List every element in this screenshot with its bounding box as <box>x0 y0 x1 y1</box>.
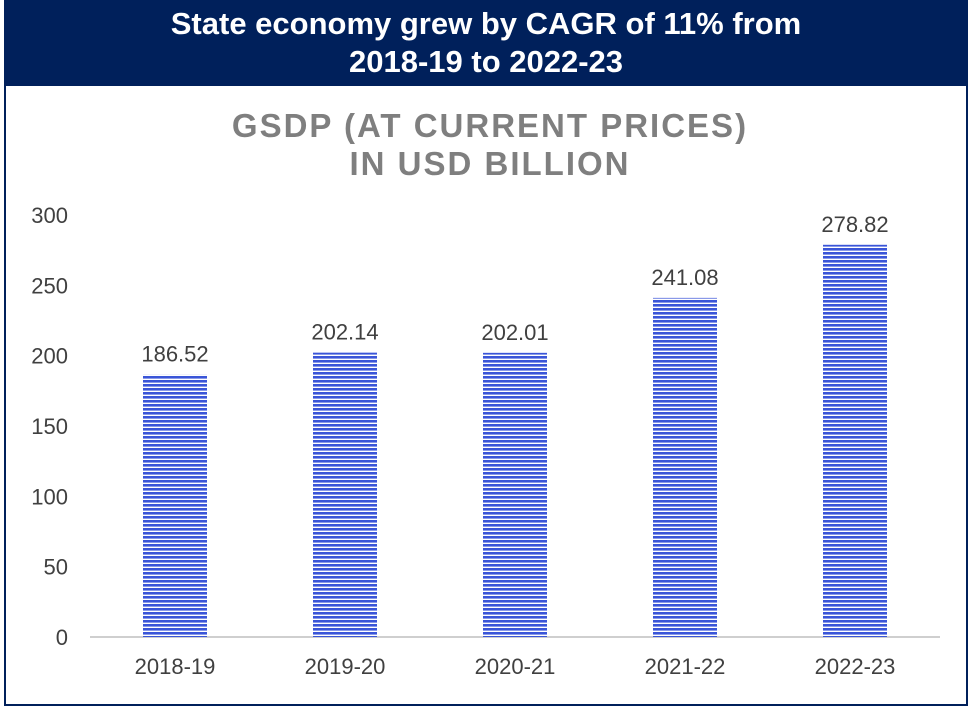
y-tick-label: 50 <box>44 555 68 580</box>
bar-2018-19 <box>143 374 207 637</box>
data-label-2019-20: 202.14 <box>311 320 378 345</box>
x-tick-label-2019-20: 2019-20 <box>305 654 386 679</box>
data-label-2018-19: 186.52 <box>141 342 208 367</box>
headline-line-1: State economy grew by CAGR of 11% from <box>170 6 802 41</box>
headline-line-2: 2018-19 to 2022-23 <box>348 44 624 79</box>
data-label-2021-22: 241.08 <box>651 265 718 290</box>
headline-banner: State economy grew by CAGR of 11% from 2… <box>4 0 968 86</box>
bar-2019-20 <box>313 352 377 637</box>
y-tick-label: 100 <box>31 484 68 509</box>
x-tick-label-2020-21: 2020-21 <box>475 654 556 679</box>
bar-2020-21 <box>483 352 547 637</box>
chart-title-line-1: GSDP (AT CURRENT PRICES) <box>232 107 748 144</box>
bar-2022-23 <box>823 244 887 637</box>
chart-title-line-2: IN USD BILLION <box>350 145 631 182</box>
y-tick-label: 300 <box>31 203 68 228</box>
y-tick-label: 0 <box>56 625 68 650</box>
x-tick-label-2022-23: 2022-23 <box>815 654 896 679</box>
y-tick-label: 150 <box>31 414 68 439</box>
y-tick-label: 200 <box>31 344 68 369</box>
y-tick-label: 250 <box>31 273 68 298</box>
x-tick-label-2018-19: 2018-19 <box>135 654 216 679</box>
data-label-2020-21: 202.01 <box>481 320 548 345</box>
bar-2021-22 <box>653 297 717 637</box>
x-tick-label-2021-22: 2021-22 <box>645 654 726 679</box>
data-label-2022-23: 278.82 <box>821 212 888 237</box>
